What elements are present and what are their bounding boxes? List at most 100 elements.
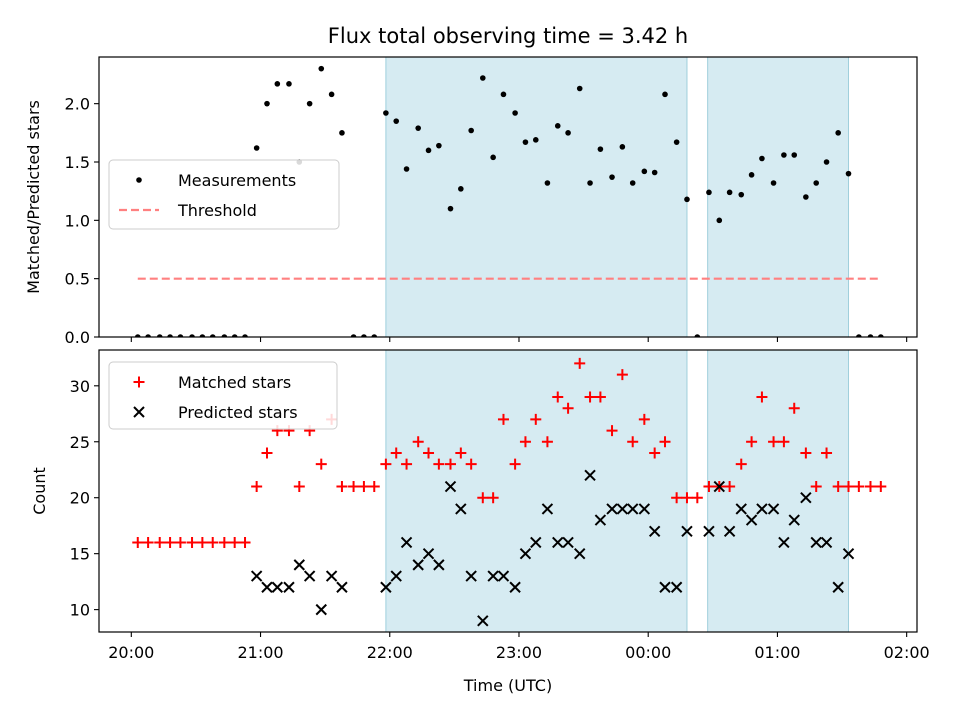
predicted-stars-point	[250, 570, 263, 582]
measurements-point	[823, 159, 830, 165]
measurements-point	[339, 130, 345, 136]
y-tick-label: 1.0	[65, 211, 90, 230]
matched-stars-point	[390, 447, 402, 459]
matched-stars-point	[691, 492, 703, 504]
measurements-point	[597, 146, 604, 152]
y-tick-label: 0.0	[65, 328, 90, 347]
measurements-point	[156, 334, 163, 337]
predicted-stars-point	[842, 547, 855, 560]
measurements-point	[759, 155, 765, 162]
measurements-point	[264, 100, 270, 107]
matched-stars-point	[186, 536, 198, 548]
predicted-stars-point	[530, 536, 542, 549]
matched-stars-point	[864, 481, 876, 493]
y-tick-label: 1.5	[65, 153, 90, 172]
legend-box	[108, 361, 338, 430]
predicted-stars-point	[465, 570, 477, 582]
predicted-stars-point	[293, 559, 306, 571]
y-tick-label: 25	[70, 433, 90, 452]
measurements-point	[480, 75, 486, 81]
measurements-point	[673, 139, 680, 145]
matched-stars-point	[401, 458, 413, 470]
y-tick-label: 10	[70, 601, 90, 620]
legend-label: Measurements	[178, 171, 296, 190]
measurements-point	[587, 180, 593, 186]
matched-stars-point	[218, 536, 230, 548]
predicted-stars-point	[380, 581, 392, 593]
matched-stars-point	[261, 447, 273, 459]
y-tick-label: 0.5	[65, 270, 90, 289]
matched-stars-point	[768, 436, 780, 448]
matched-stars-point	[348, 481, 360, 493]
predicted-stars-point	[584, 469, 596, 482]
measurements-point	[221, 334, 228, 337]
matched-stars-point	[433, 458, 445, 470]
matched-stars-point	[164, 536, 176, 548]
matched-stars-point	[196, 536, 208, 548]
matched-stars-point	[681, 492, 693, 504]
predicted-stars-point	[552, 536, 564, 549]
predicted-stars-point	[455, 503, 467, 515]
legend-marker	[136, 177, 142, 183]
predicted-stars-point	[735, 503, 747, 515]
measurements-point	[554, 123, 561, 129]
predicted-stars-point	[800, 492, 812, 504]
predicted-stars-point	[519, 547, 532, 560]
legend: Matched stars Predicted stars	[108, 361, 338, 430]
axes-frame	[98, 349, 918, 633]
measurements-point	[726, 189, 733, 196]
matched-stars-point	[552, 391, 564, 403]
matched-stars-point	[541, 436, 553, 448]
matched-stars-point	[497, 413, 509, 425]
observing-window-1	[385, 56, 688, 338]
matched-stars-point	[251, 481, 263, 493]
matched-stars-point	[465, 458, 477, 470]
matched-stars-point	[154, 536, 166, 548]
measurements-point	[791, 152, 798, 158]
measurements-point	[770, 180, 777, 186]
predicted-stars-point	[648, 525, 661, 537]
observing-window-2	[707, 56, 850, 338]
measurements-point	[415, 125, 421, 131]
measurements-point	[286, 81, 292, 87]
matched-stars-point	[509, 458, 521, 470]
axes-frame	[98, 56, 918, 338]
predicted-stars-point	[670, 581, 683, 593]
measurements-point	[641, 168, 648, 175]
matched-stars-point	[132, 536, 144, 548]
matched-stars-point	[671, 492, 683, 504]
legend-label: Predicted stars	[178, 403, 298, 422]
measurements-point	[522, 139, 529, 145]
predicted-stars-point	[778, 536, 790, 549]
measurements-point	[447, 205, 454, 212]
predicted-stars-point	[713, 480, 725, 493]
measurements-point	[532, 137, 539, 143]
predicted-stars-point	[271, 581, 284, 593]
predicted-stars-point	[638, 503, 651, 515]
matched-stars-point	[380, 458, 392, 470]
measurements-point	[867, 334, 874, 337]
legend-marker	[133, 406, 145, 418]
matched-stars-point	[336, 481, 348, 493]
matched-stars-point	[843, 481, 855, 493]
predicted-stars-point	[390, 570, 402, 582]
measurements-point	[242, 334, 248, 337]
measurements-point	[436, 142, 442, 149]
observing-window-1	[385, 349, 688, 633]
predicted-stars-point	[820, 536, 833, 549]
predicted-stars-point	[283, 581, 295, 593]
matched-stars-point	[368, 481, 380, 493]
figure-title: Flux total observing time = 3.42 h	[328, 24, 688, 48]
measurements-point	[619, 144, 626, 150]
matched-stars-point	[239, 536, 251, 548]
predicted-stars-point	[261, 581, 273, 593]
matched-stars-point	[477, 492, 489, 504]
measurements-point	[468, 127, 474, 134]
measurements-point	[662, 91, 668, 98]
matched-stars-point	[800, 447, 812, 459]
matched-stars-point	[174, 536, 186, 548]
matched-stars-point	[821, 447, 833, 459]
matched-stars-point	[724, 481, 736, 493]
predicted-stars-point	[756, 503, 768, 515]
